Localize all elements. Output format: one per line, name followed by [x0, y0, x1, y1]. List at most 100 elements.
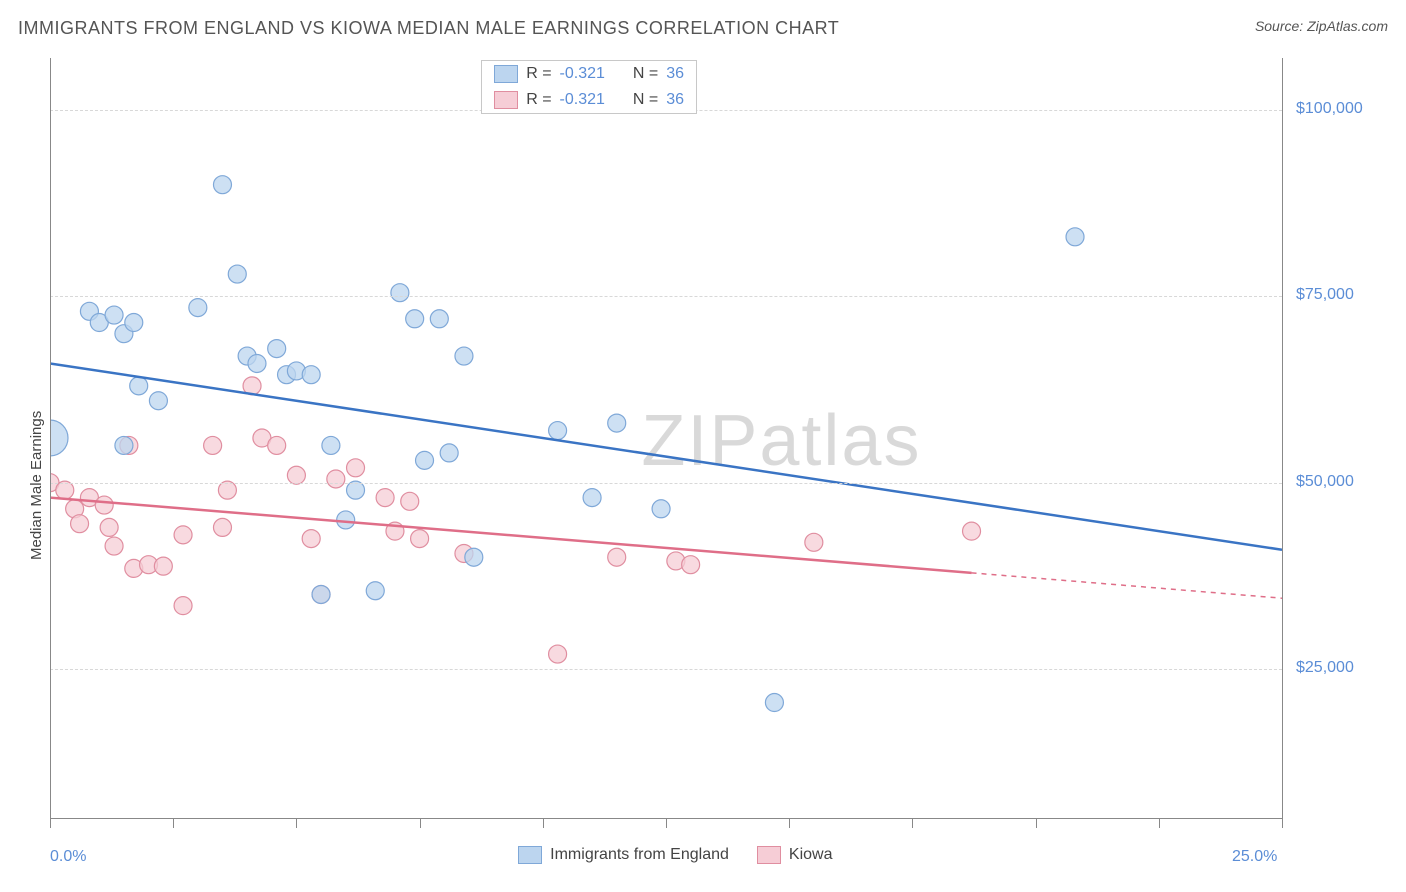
legend-n-label: N =: [633, 65, 658, 83]
legend-item: Kiowa: [757, 846, 833, 864]
legend-r-label: R =: [526, 91, 551, 109]
data-point: [213, 518, 231, 536]
legend-n-value: 36: [666, 65, 684, 83]
data-point: [149, 392, 167, 410]
x-tick: [912, 818, 913, 828]
data-point: [347, 481, 365, 499]
data-point: [302, 366, 320, 384]
data-point: [430, 310, 448, 328]
data-point: [154, 557, 172, 575]
data-point: [56, 481, 74, 499]
x-tick: [543, 818, 544, 828]
legend-r-label: R =: [526, 65, 551, 83]
y-tick-label: $75,000: [1296, 286, 1354, 304]
data-point: [465, 548, 483, 566]
data-point: [189, 299, 207, 317]
data-point: [312, 585, 330, 603]
data-point: [213, 176, 231, 194]
x-tick: [50, 818, 51, 828]
chart-svg: [50, 58, 1282, 818]
data-point: [549, 645, 567, 663]
trend-line: [50, 363, 1282, 549]
data-point: [100, 518, 118, 536]
legend-swatch: [518, 846, 542, 864]
legend-series-name: Kiowa: [789, 846, 833, 864]
x-tick: [789, 818, 790, 828]
data-point: [440, 444, 458, 462]
data-point: [401, 492, 419, 510]
data-point: [125, 314, 143, 332]
source-attribution: Source: ZipAtlas.com: [1255, 18, 1388, 34]
right-axis-line: [1282, 58, 1283, 818]
legend-swatch: [494, 91, 518, 109]
x-tick: [1036, 818, 1037, 828]
data-point: [583, 489, 601, 507]
x-tick: [173, 818, 174, 828]
data-point: [204, 436, 222, 454]
legend-row: R = -0.321 N = 36: [482, 61, 696, 87]
x-tick: [420, 818, 421, 828]
series-legend: Immigrants from England Kiowa: [518, 846, 832, 864]
legend-n-label: N =: [633, 91, 658, 109]
data-point: [366, 582, 384, 600]
data-point: [411, 530, 429, 548]
x-tick: [1282, 818, 1283, 828]
data-point: [248, 354, 266, 372]
correlation-legend: R = -0.321 N = 36 R = -0.321 N = 36: [481, 60, 697, 114]
data-point: [608, 548, 626, 566]
x-tick: [1159, 818, 1160, 828]
legend-n-value: 36: [666, 91, 684, 109]
data-point: [682, 556, 700, 574]
data-point: [652, 500, 670, 518]
data-point: [218, 481, 236, 499]
data-point: [287, 466, 305, 484]
data-point: [1066, 228, 1084, 246]
data-point: [322, 436, 340, 454]
legend-r-value: -0.321: [560, 91, 605, 109]
data-point: [268, 436, 286, 454]
data-point: [268, 340, 286, 358]
data-point: [302, 530, 320, 548]
y-axis-label: Median Male Earnings: [28, 410, 45, 559]
data-point: [391, 284, 409, 302]
data-point: [376, 489, 394, 507]
data-point: [608, 414, 626, 432]
data-point: [963, 522, 981, 540]
data-point: [765, 694, 783, 712]
data-point: [95, 496, 113, 514]
legend-series-name: Immigrants from England: [550, 846, 729, 864]
data-point: [416, 451, 434, 469]
x-tick: [666, 818, 667, 828]
legend-swatch: [757, 846, 781, 864]
data-point: [347, 459, 365, 477]
data-point: [805, 533, 823, 551]
x-tick-label: 25.0%: [1232, 848, 1282, 866]
data-point: [130, 377, 148, 395]
data-point: [174, 526, 192, 544]
y-tick-label: $100,000: [1296, 100, 1363, 118]
gridline: [50, 296, 1282, 297]
x-tick-label: 0.0%: [50, 848, 86, 866]
data-point: [337, 511, 355, 529]
data-point: [327, 470, 345, 488]
data-point: [174, 597, 192, 615]
gridline: [50, 669, 1282, 670]
legend-item: Immigrants from England: [518, 846, 729, 864]
y-tick-label: $50,000: [1296, 473, 1354, 491]
data-point: [105, 306, 123, 324]
data-point: [455, 347, 473, 365]
data-point: [50, 420, 68, 456]
data-point: [115, 436, 133, 454]
data-point: [105, 537, 123, 555]
chart-title: IMMIGRANTS FROM ENGLAND VS KIOWA MEDIAN …: [18, 18, 839, 39]
legend-swatch: [494, 65, 518, 83]
data-point: [549, 422, 567, 440]
y-tick-label: $25,000: [1296, 659, 1354, 677]
gridline: [50, 483, 1282, 484]
legend-r-value: -0.321: [560, 65, 605, 83]
legend-row: R = -0.321 N = 36: [482, 87, 696, 113]
data-point: [406, 310, 424, 328]
data-point: [228, 265, 246, 283]
data-point: [71, 515, 89, 533]
y-axis-line: [50, 58, 51, 818]
